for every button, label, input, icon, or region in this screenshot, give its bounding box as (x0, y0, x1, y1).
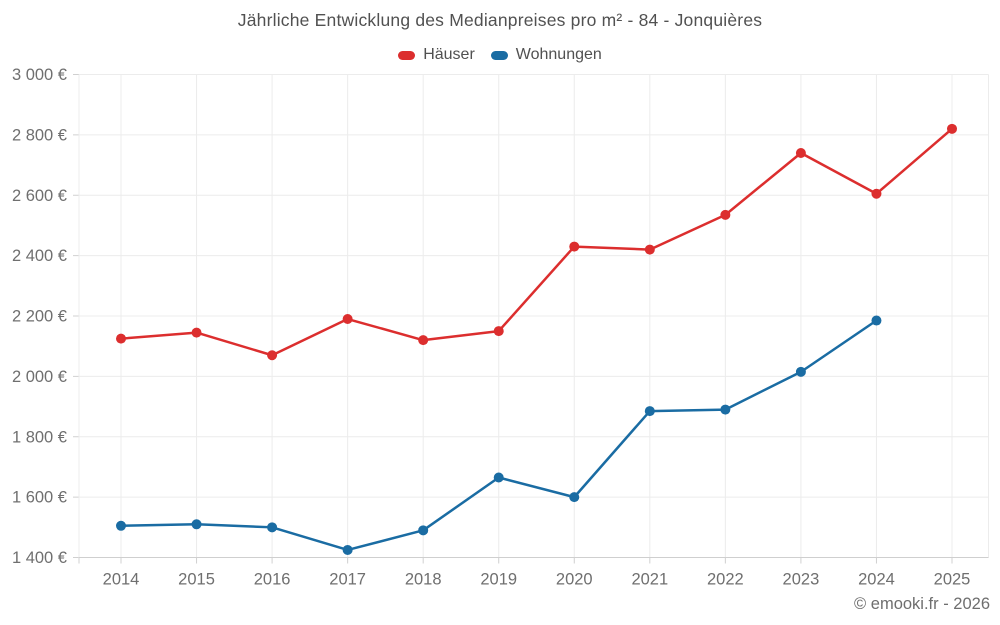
y-tick-label: 2 600 € (12, 187, 67, 205)
data-point-h-user-2019[interactable] (493, 326, 504, 337)
x-tick-label: 2016 (254, 571, 291, 589)
x-tick-label: 2022 (707, 571, 744, 589)
legend-item-wohnungen[interactable]: Wohnungen (490, 46, 602, 64)
series-line-h-user (119, 127, 954, 357)
x-tick-label: 2024 (858, 571, 895, 589)
y-tick-label: 1 600 € (12, 489, 67, 507)
chart-title: Jährliche Entwicklung des Medianpreises … (237, 10, 763, 30)
data-point-h-user-2014[interactable] (116, 333, 126, 344)
data-point-h-user-2020[interactable] (569, 241, 580, 252)
data-point-wohnungen-2018[interactable] (418, 525, 429, 536)
x-tick-label: 2014 (103, 571, 140, 589)
data-point-h-user-2016[interactable] (267, 350, 278, 361)
y-tick-label: 3 000 € (12, 66, 67, 84)
data-point-wohnungen-2021[interactable] (644, 406, 655, 417)
x-tick-label: 2020 (556, 571, 593, 589)
data-point-wohnungen-2024[interactable] (871, 315, 882, 326)
data-point-h-user-2015[interactable] (191, 327, 202, 338)
data-point-h-user-2021[interactable] (644, 244, 655, 255)
x-tick-label: 2015 (178, 571, 215, 589)
data-point-wohnungen-2014[interactable] (116, 520, 126, 531)
data-point-wohnungen-2022[interactable] (720, 404, 731, 415)
data-point-h-user-2023[interactable] (795, 147, 806, 158)
x-tick-label: 2021 (631, 571, 668, 589)
x-tick-label: 2025 (934, 571, 971, 589)
y-tick-label: 2 400 € (12, 247, 67, 265)
x-tick-label: 2018 (405, 571, 442, 589)
y-tick-label: 2 000 € (12, 368, 67, 386)
legend-label-hauser: Häuser (423, 46, 475, 63)
x-tick-label: 2019 (480, 571, 517, 589)
data-point-wohnungen-2023[interactable] (795, 366, 806, 377)
data-point-wohnungen-2016[interactable] (267, 522, 278, 533)
data-point-wohnungen-2015[interactable] (191, 519, 202, 530)
data-point-h-user-2025[interactable] (947, 123, 957, 134)
y-tick-label: 2 800 € (12, 126, 67, 144)
y-tick-label: 1 800 € (12, 428, 67, 446)
copyright-credit: © emooki.fr - 2026 (854, 595, 990, 613)
y-tick-label: 1 400 € (12, 549, 67, 567)
y-tick-label: 2 200 € (12, 308, 67, 326)
data-point-wohnungen-2019[interactable] (493, 472, 504, 483)
data-point-h-user-2024[interactable] (871, 188, 882, 199)
data-point-h-user-2017[interactable] (342, 314, 353, 325)
legend-swatch-wohnungen-icon (490, 50, 508, 60)
legend-label-wohnungen: Wohnungen (515, 46, 602, 63)
data-point-wohnungen-2017[interactable] (342, 544, 353, 555)
data-point-wohnungen-2020[interactable] (569, 492, 580, 503)
legend-swatch-hauser-icon (398, 50, 416, 60)
legend-item-hauser[interactable]: Häuser (398, 46, 475, 64)
x-tick-label: 2017 (329, 571, 366, 589)
data-point-h-user-2022[interactable] (720, 209, 731, 220)
chart-legend: Häuser Wohnungen (0, 46, 1000, 64)
x-tick-label: 2023 (783, 571, 820, 589)
data-point-h-user-2018[interactable] (418, 335, 429, 346)
